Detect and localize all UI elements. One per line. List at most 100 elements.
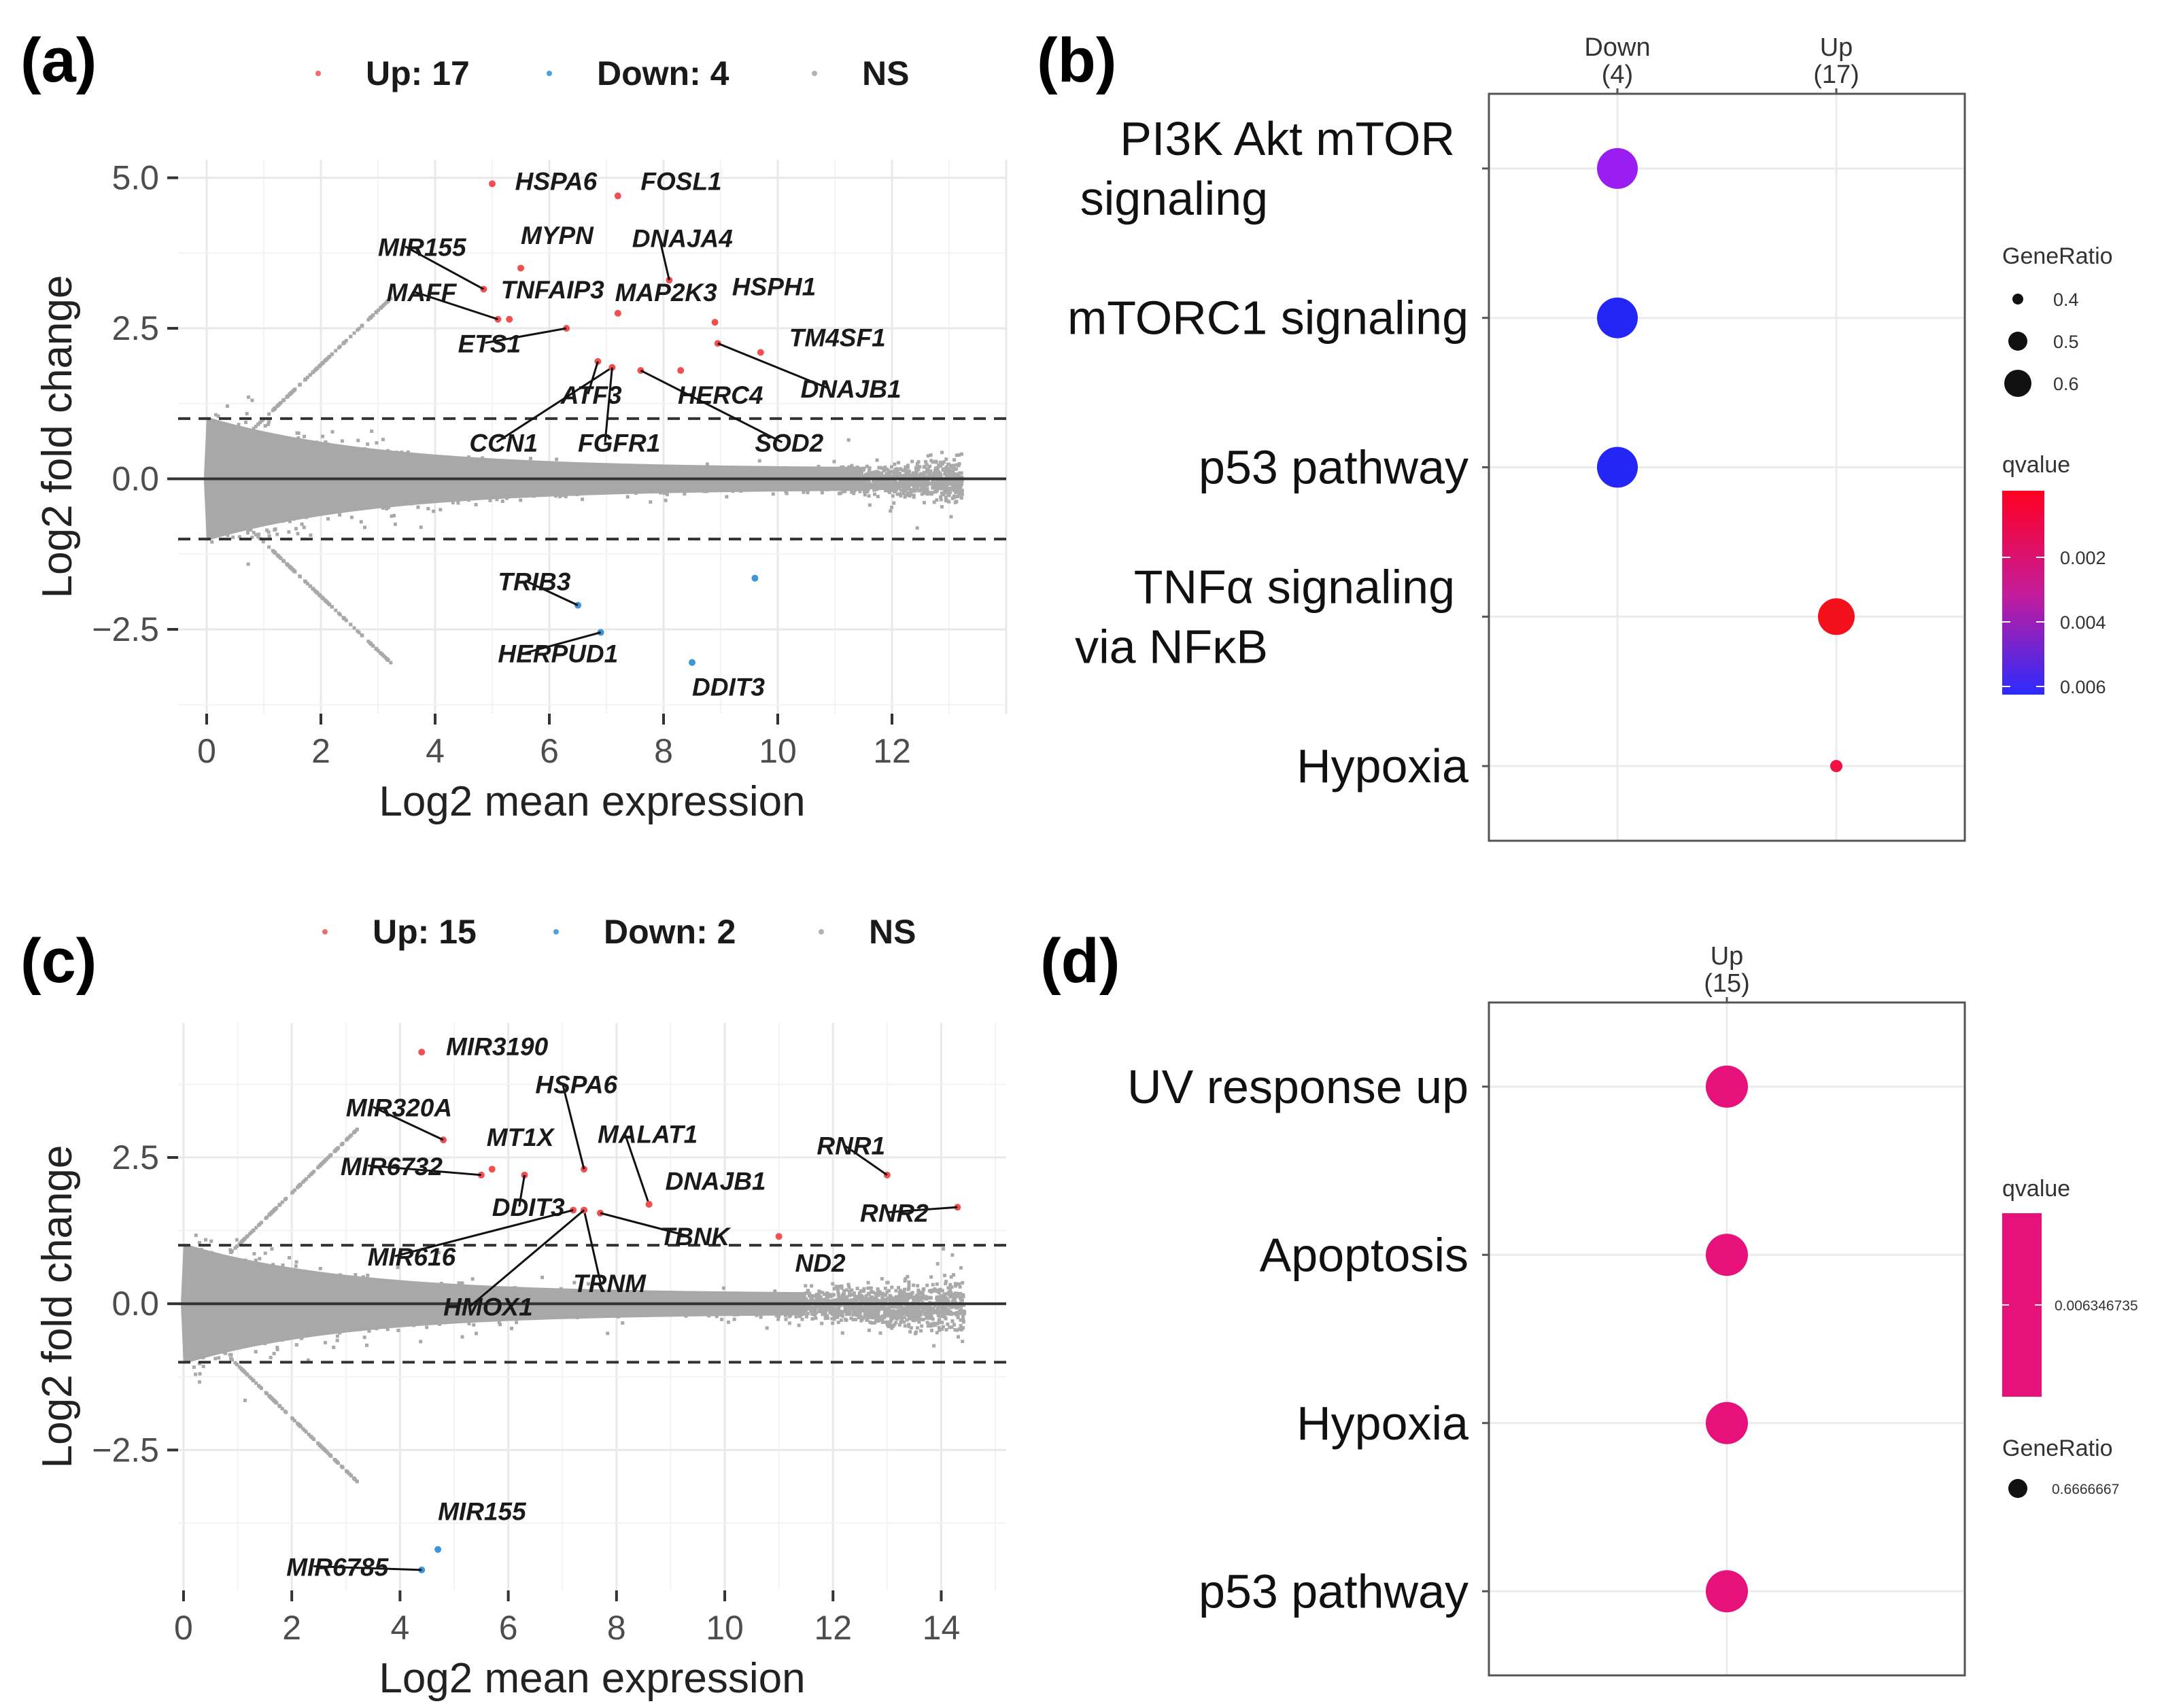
ns-point — [868, 474, 872, 478]
ns-point — [957, 453, 961, 457]
ns-point — [952, 458, 957, 462]
ns-point — [959, 496, 963, 500]
ns-point — [863, 485, 868, 489]
ns-point — [923, 484, 927, 488]
ns-point — [906, 479, 910, 483]
ns-point — [917, 474, 921, 478]
ns-point — [432, 509, 436, 513]
ns-point — [837, 491, 841, 495]
ns-point — [865, 464, 869, 468]
ns-point — [872, 492, 876, 496]
ns-point — [938, 481, 942, 485]
legend-entry: Up: 17 — [366, 54, 470, 92]
ns-point — [886, 468, 890, 472]
ns-point — [914, 466, 918, 470]
ns-point — [874, 471, 878, 475]
ns-point — [324, 440, 328, 444]
ns-point — [929, 482, 933, 486]
ns-point — [871, 484, 875, 488]
ns-point — [946, 481, 950, 485]
ns-point — [915, 462, 919, 466]
ns-point — [288, 519, 292, 523]
ns-point — [887, 470, 891, 474]
ns-point — [933, 469, 937, 473]
ns-point — [942, 460, 946, 464]
ns-point — [902, 473, 906, 477]
ns-point — [939, 464, 943, 468]
ns-point — [914, 474, 918, 478]
ns-point — [500, 500, 504, 504]
ns-point — [918, 465, 922, 469]
ns-point — [868, 503, 872, 507]
ns-point — [474, 503, 478, 507]
ns-point — [909, 488, 913, 492]
ns-point — [908, 491, 912, 495]
ns-point — [841, 489, 845, 493]
ns-point — [883, 466, 887, 470]
ns-point — [265, 528, 269, 532]
ns-point — [581, 498, 585, 502]
ns-point — [919, 483, 923, 487]
ns-point — [406, 450, 410, 454]
ns-point — [850, 464, 854, 468]
ns-point — [903, 478, 907, 483]
ns-point — [897, 472, 901, 476]
ns-point — [955, 463, 959, 467]
ns-point — [210, 540, 214, 544]
ns-point — [820, 491, 824, 495]
ns-point — [918, 472, 923, 476]
ns-point — [912, 489, 916, 493]
ns-point — [625, 495, 630, 499]
ns-point — [390, 514, 394, 518]
ns-point — [863, 483, 867, 487]
ns-point — [875, 487, 879, 491]
ns-point — [873, 485, 877, 489]
ns-point — [850, 490, 854, 494]
ns-point — [910, 478, 914, 483]
ns-point — [267, 530, 271, 534]
ns-point — [922, 465, 926, 469]
ns-point — [785, 491, 789, 495]
ns-point — [359, 520, 363, 524]
ns-point — [943, 472, 947, 476]
ns-point — [949, 515, 953, 519]
ns-point — [922, 471, 926, 475]
ns-point — [267, 534, 271, 538]
ns-point — [925, 487, 929, 491]
ns-point — [952, 464, 956, 468]
ns-point — [941, 487, 945, 491]
ns-point — [928, 464, 932, 468]
ns-point — [883, 488, 887, 492]
ns-point — [937, 472, 941, 476]
ns-point — [885, 474, 889, 478]
ns-point — [951, 470, 955, 474]
ns-point — [300, 522, 304, 526]
ns-point — [784, 489, 788, 493]
ns-point — [889, 486, 893, 490]
ns-point — [649, 500, 653, 504]
ns-point — [488, 498, 492, 502]
ns-point — [904, 469, 908, 473]
ns-point — [931, 483, 935, 487]
ns-point — [876, 474, 880, 478]
ns-point — [416, 505, 420, 509]
ns-point — [868, 466, 872, 470]
ns-point — [924, 459, 928, 464]
ns-point — [725, 495, 729, 499]
ns-point — [528, 457, 532, 461]
ns-point — [439, 508, 443, 512]
ns-point — [664, 498, 668, 502]
ns-point — [915, 526, 919, 530]
ns-point — [903, 484, 907, 488]
ns-point — [883, 474, 887, 478]
ns-point — [952, 478, 957, 483]
ns-point — [892, 501, 896, 505]
ns-point — [935, 466, 940, 470]
ns-point — [904, 493, 908, 498]
ns-point — [705, 462, 709, 466]
ns-point — [910, 475, 914, 479]
ns-point — [887, 485, 891, 489]
ns-point — [901, 468, 905, 472]
ns-point — [901, 491, 906, 495]
ns-point — [370, 429, 374, 433]
